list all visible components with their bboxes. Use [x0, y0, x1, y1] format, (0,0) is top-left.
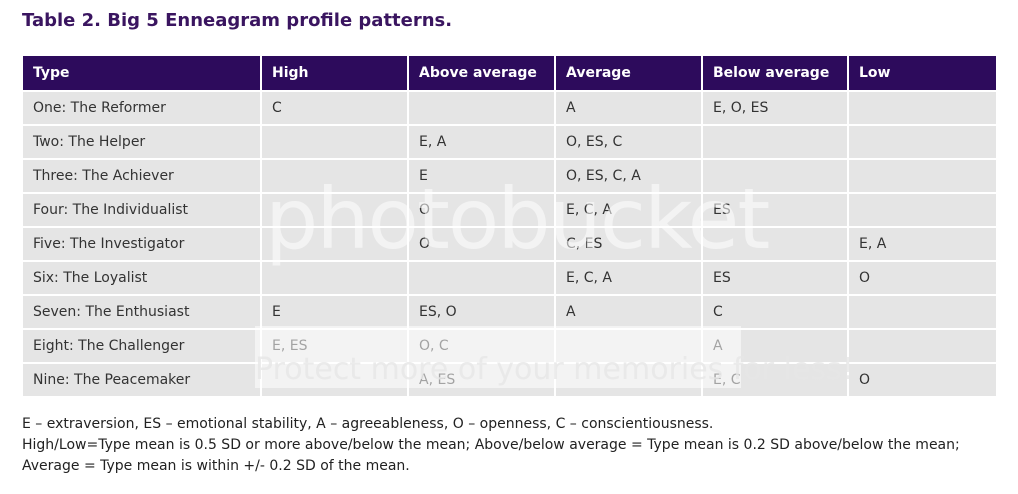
empty-cell	[260, 226, 409, 262]
header-cell: Average	[554, 56, 703, 92]
type-cell: Six: The Loyalist	[21, 260, 262, 296]
empty-cell	[847, 124, 998, 160]
empty-cell	[260, 124, 409, 160]
empty-cell	[701, 124, 849, 160]
header-cell: Type	[21, 56, 262, 92]
empty-cell	[847, 158, 998, 194]
empty-cell	[260, 192, 409, 228]
empty-cell	[260, 362, 409, 398]
trait-cell: C	[260, 90, 409, 126]
type-cell: Three: The Achiever	[21, 158, 262, 194]
trait-cell: O	[847, 260, 998, 296]
trait-cell: E, C, A	[554, 192, 703, 228]
header-cell: High	[260, 56, 409, 92]
table-row: Six: The Loyalist E, C, A ES O	[21, 260, 998, 296]
trait-cell: O, ES, C, A	[554, 158, 703, 194]
empty-cell	[407, 260, 556, 296]
trait-cell: E	[260, 294, 409, 330]
profile-table: Type High Above average Average Below averag…	[21, 56, 998, 398]
type-cell: Five: The Investigator	[21, 226, 262, 262]
trait-cell: O	[407, 192, 556, 228]
header-cell: Low	[847, 56, 998, 92]
trait-cell: E, C	[701, 362, 849, 398]
trait-cell: A	[554, 90, 703, 126]
table-row: Five: The Investigator O C, ES E, A	[21, 226, 998, 262]
empty-cell	[554, 328, 703, 364]
empty-cell	[260, 158, 409, 194]
trait-cell: O	[847, 362, 998, 398]
header-cell: Below average	[701, 56, 849, 92]
trait-cell: E, C, A	[554, 260, 703, 296]
trait-cell: A	[701, 328, 849, 364]
empty-cell	[847, 294, 998, 330]
footnote: High/Low=Type mean is 0.5 SD or more abo…	[22, 437, 960, 474]
empty-cell	[260, 260, 409, 296]
table-row: Four: The Individualist O E, C, A ES	[21, 192, 998, 228]
empty-cell	[847, 192, 998, 228]
type-cell: Eight: The Challenger	[21, 328, 262, 364]
empty-cell	[847, 90, 998, 126]
footnotes: E – extraversion, ES – emotional stabili…	[22, 414, 962, 477]
trait-cell: A	[554, 294, 703, 330]
empty-cell	[554, 362, 703, 398]
empty-cell	[847, 328, 998, 364]
table-row: Two: The Helper E, A O, ES, C	[21, 124, 998, 160]
table-body: One: The Reformer C A E, O, ES Two: The Help…	[21, 90, 998, 398]
empty-cell	[407, 90, 556, 126]
trait-cell: ES, O	[407, 294, 556, 330]
type-cell: Two: The Helper	[21, 124, 262, 160]
trait-cell: E, A	[847, 226, 998, 262]
header-cell: Above average	[407, 56, 556, 92]
trait-cell: C	[701, 294, 849, 330]
type-cell: Seven: The Enthusiast	[21, 294, 262, 330]
empty-cell	[701, 158, 849, 194]
type-cell: Four: The Individualist	[21, 192, 262, 228]
table-title: Table 2. Big 5 Enneagram profile pattern…	[22, 10, 453, 31]
trait-cell: ES	[701, 192, 849, 228]
type-cell: One: The Reformer	[21, 90, 262, 126]
table-row: Three: The Achiever E O, ES, C, A	[21, 158, 998, 194]
trait-cell: O, C	[407, 328, 556, 364]
table-row: One: The Reformer C A E, O, ES	[21, 90, 998, 126]
trait-cell: A, ES	[407, 362, 556, 398]
trait-cell: C, ES	[554, 226, 703, 262]
trait-cell: E, A	[407, 124, 556, 160]
trait-cell: O, ES, C	[554, 124, 703, 160]
empty-cell	[701, 226, 849, 262]
trait-cell: ES	[701, 260, 849, 296]
trait-cell: E	[407, 158, 556, 194]
header-row: Type High Above average Average Below averag…	[21, 56, 998, 92]
footnote: E – extraversion, ES – emotional stabili…	[22, 416, 714, 432]
trait-cell: O	[407, 226, 556, 262]
trait-cell: E, O, ES	[701, 90, 849, 126]
type-cell: Nine: The Peacemaker	[21, 362, 262, 398]
table-row: Eight: The Challenger E, ES O, C A	[21, 328, 998, 364]
trait-cell: E, ES	[260, 328, 409, 364]
